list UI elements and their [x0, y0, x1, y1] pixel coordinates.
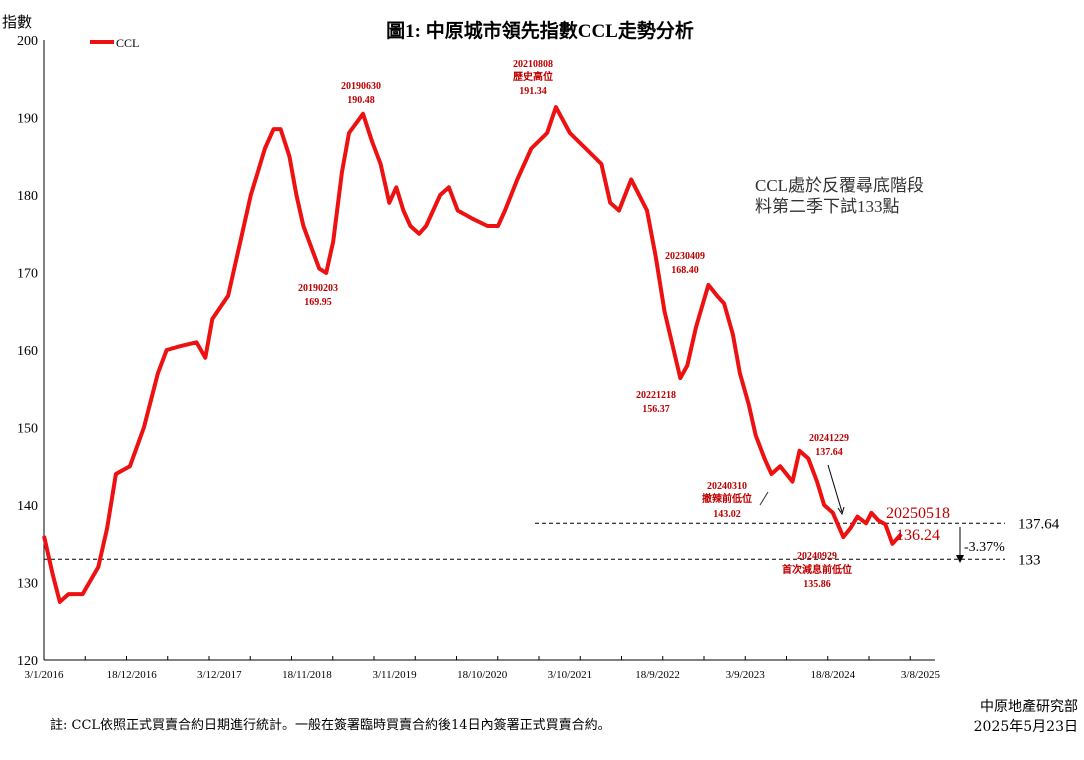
- svg-text:20240310: 20240310: [707, 481, 747, 492]
- arrow-icon: [759, 491, 769, 506]
- svg-text:136.24: 136.24: [896, 527, 940, 544]
- svg-text:撤辣前低位: 撤辣前低位: [702, 492, 752, 505]
- change-indicator: -3.37%: [956, 527, 1005, 563]
- annotation-20241229: 20241229 137.64: [809, 433, 849, 516]
- x-tick-label: 18/8/2024: [811, 669, 856, 681]
- y-tick-label: 190: [17, 112, 38, 127]
- ccl-series-line: [42, 105, 903, 604]
- reference-label-137.64: 137.64: [1018, 516, 1060, 532]
- reference-label-133: 133: [1018, 552, 1041, 568]
- y-tick-label: 180: [17, 189, 38, 204]
- y-tick-label: 120: [17, 654, 38, 669]
- svg-text:20190630: 20190630: [341, 81, 381, 92]
- svg-text:168.40: 168.40: [671, 265, 699, 276]
- source-label: 中原地產研究部: [980, 699, 1078, 715]
- svg-text:20190203: 20190203: [298, 283, 338, 294]
- svg-text:156.37: 156.37: [642, 404, 670, 415]
- data-points: [43, 107, 902, 602]
- svg-text:-3.37%: -3.37%: [964, 540, 1005, 555]
- annotation-latest: 20250518 136.24: [886, 505, 950, 544]
- x-tick-label: 18/11/2018: [282, 669, 332, 681]
- x-tick-label: 3/11/2019: [372, 669, 417, 681]
- svg-text:20230409: 20230409: [665, 251, 705, 262]
- source-date: 2025年5月23日: [973, 719, 1078, 735]
- annotation-20221218: 20221218 156.37: [636, 390, 676, 415]
- svg-text:143.02: 143.02: [713, 509, 741, 520]
- svg-text:191.34: 191.34: [519, 86, 547, 97]
- svg-text:20241229: 20241229: [809, 433, 849, 444]
- down-arrow-icon: [956, 555, 964, 563]
- svg-text:20240929: 20240929: [797, 551, 837, 562]
- x-tick-label: 18/10/2020: [457, 669, 508, 681]
- svg-text:137.64: 137.64: [815, 447, 843, 458]
- source-block: 中原地產研究部 2025年5月23日: [974, 697, 1078, 737]
- annotation-20240310: 20240310 撤辣前低位 143.02: [702, 481, 769, 520]
- svg-text:169.95: 169.95: [304, 297, 332, 308]
- annotation-20190203: 20190203 169.95: [298, 283, 338, 308]
- y-axis-label: 指數: [2, 14, 32, 31]
- legend-label: CCL: [116, 36, 139, 50]
- y-tick-label: 130: [17, 577, 38, 592]
- x-tick-label: 3/12/2017: [197, 669, 242, 681]
- svg-text:20250518: 20250518: [886, 505, 950, 522]
- x-tick-label: 3/8/2025: [901, 669, 941, 681]
- y-tick-label: 150: [17, 422, 38, 437]
- annotation-20210808: 20210808 歷史高位 191.34: [513, 59, 553, 97]
- x-tick-label: 3/9/2023: [726, 669, 766, 681]
- chart-title: 圖1: 中原城市領先指數CCL走勢分析: [386, 19, 694, 42]
- commentary: CCL處於反覆尋底階段 料第二季下試133點: [755, 176, 924, 216]
- annotation-20190630: 20190630 190.48: [341, 81, 381, 106]
- svg-text:190.48: 190.48: [347, 95, 375, 106]
- y-tick-label: 140: [17, 499, 38, 514]
- svg-text:20210808: 20210808: [513, 59, 553, 70]
- annotation-20230409: 20230409 168.40: [665, 251, 705, 276]
- x-tick-label: 3/10/2021: [548, 669, 593, 681]
- arrow-icon: [827, 464, 843, 513]
- footnote: 註: CCL依照正式買賣合約日期進行統計。一般在簽署臨時買賣合約後14日內簽署正…: [50, 718, 611, 733]
- x-tick-label: 3/1/2016: [24, 669, 64, 681]
- y-tick-label: 200: [17, 34, 38, 49]
- svg-text:首次減息前低位: 首次減息前低位: [782, 563, 852, 576]
- y-tick-label: 170: [17, 267, 38, 282]
- svg-text:料第二季下試133點: 料第二季下試133點: [755, 197, 900, 216]
- svg-text:歷史高位: 歷史高位: [513, 70, 553, 83]
- svg-text:CCL處於反覆尋底階段: CCL處於反覆尋底階段: [755, 176, 924, 195]
- x-tick-label: 18/12/2016: [107, 669, 158, 681]
- svg-text:135.86: 135.86: [803, 579, 831, 590]
- y-tick-label: 160: [17, 344, 38, 359]
- x-tick-label: 18/9/2022: [635, 669, 680, 681]
- annotation-20240929: 20240929 首次減息前低位 135.86: [782, 551, 852, 590]
- svg-text:20221218: 20221218: [636, 390, 676, 401]
